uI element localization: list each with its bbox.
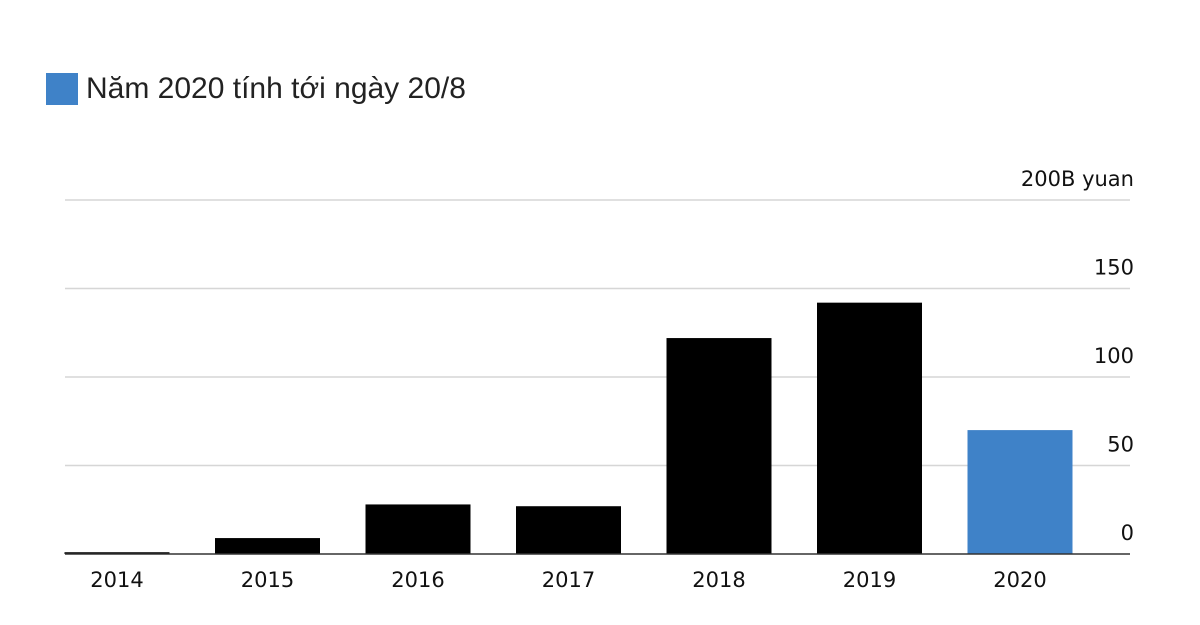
bar-2015 [215, 538, 320, 554]
x-tick-labels: 2014 2015 2016 2017 2018 2019 2020 [90, 568, 1046, 592]
legend: Năm 2020 tính tới ngày 20/8 [46, 72, 466, 106]
y-tick-label: 200B yuan [1021, 167, 1134, 191]
bars [64, 302, 1073, 554]
y-tick-label: 0 [1121, 521, 1134, 545]
y-tick-label: 50 [1107, 433, 1134, 457]
legend-swatch [46, 73, 78, 105]
x-tick-label: 2020 [993, 568, 1046, 592]
bar-2019 [817, 302, 922, 554]
x-tick-label: 2016 [391, 568, 444, 592]
bar-2017 [516, 506, 621, 554]
y-tick-label: 150 [1094, 256, 1134, 280]
bar-2018 [666, 338, 772, 554]
x-tick-label: 2014 [90, 568, 143, 592]
x-tick-label: 2019 [843, 568, 896, 592]
legend-label: Năm 2020 tính tới ngày 20/8 [86, 72, 466, 105]
bar-2014 [64, 552, 170, 554]
y-tick-labels: 0 50 100 150 200B yuan [1021, 167, 1134, 545]
y-tick-label: 100 [1094, 344, 1134, 368]
gridlines [65, 199, 1130, 467]
bar-2020 [967, 430, 1073, 554]
bar-2016 [365, 504, 471, 554]
x-tick-label: 2015 [241, 568, 294, 592]
x-tick-label: 2017 [542, 568, 595, 592]
x-tick-label: 2018 [692, 568, 745, 592]
